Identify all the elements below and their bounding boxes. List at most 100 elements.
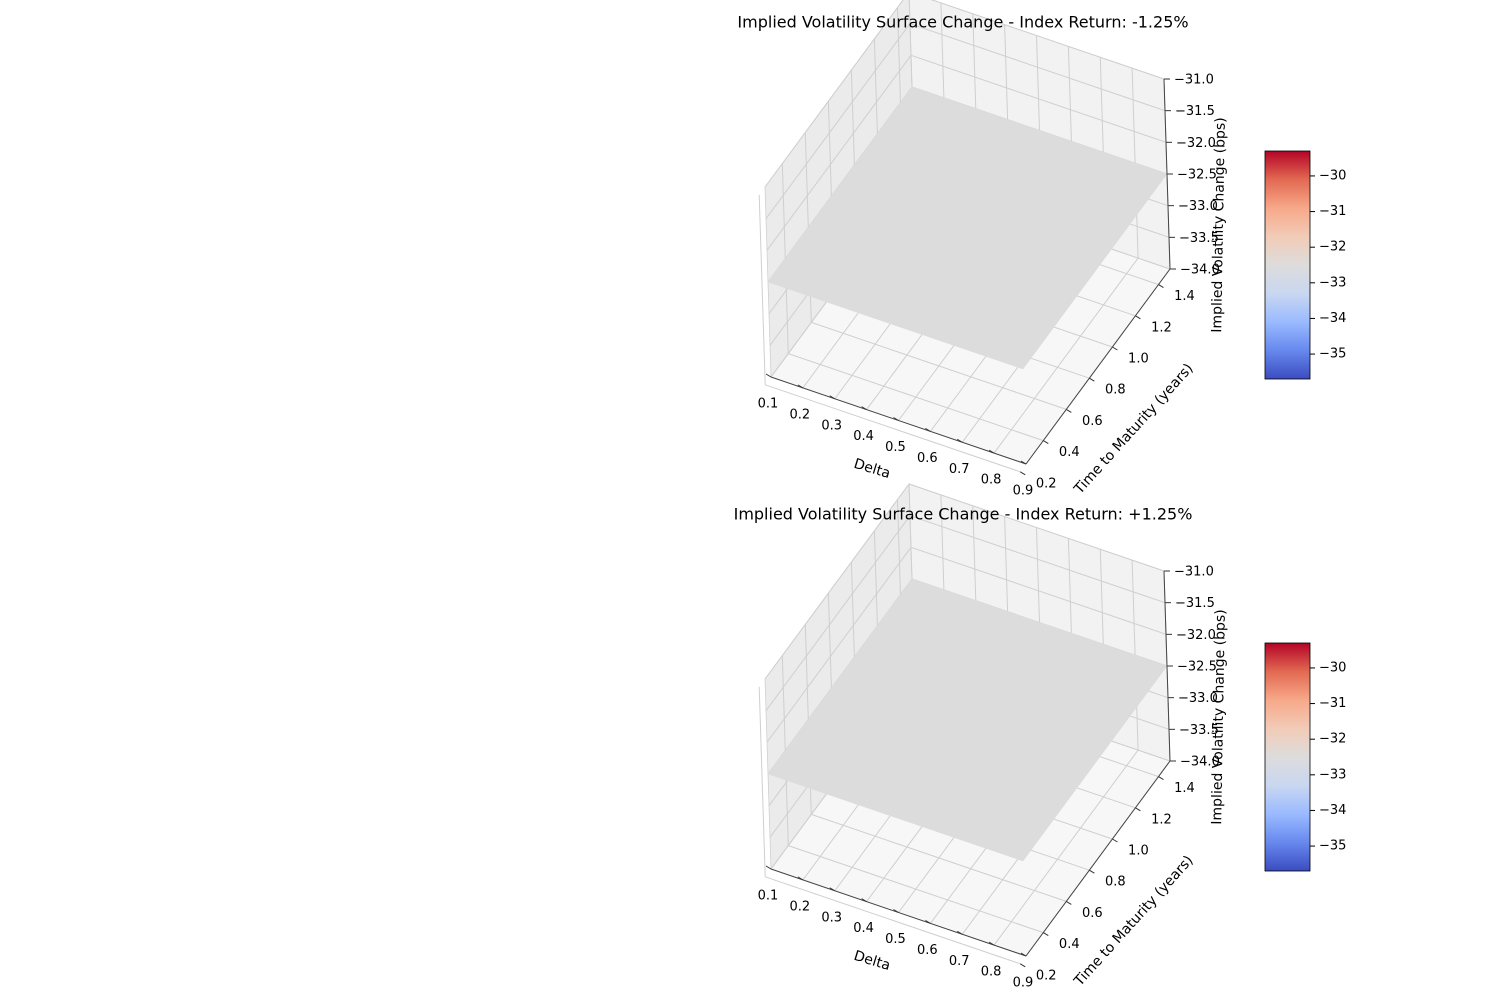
- y-tick-label: 1.0: [1128, 844, 1149, 859]
- colorbar-tick-label: −30: [1319, 660, 1346, 675]
- surface-chart-2: 0.10.20.30.40.50.60.70.80.9 0.20.40.60.81…: [734, 482, 1346, 991]
- colorbar-tick-label: −32: [1319, 240, 1346, 255]
- colorbar-tick-label: −31: [1319, 204, 1346, 219]
- y-tick: [1066, 408, 1072, 413]
- x-tick: [1020, 460, 1027, 465]
- y-tick-label: 0.6: [1082, 414, 1103, 429]
- x-tick-label: 0.2: [790, 407, 811, 422]
- z-gridline: [764, 0, 1165, 188]
- y-tick-label: 1.2: [1151, 320, 1172, 335]
- y-axis-line: [1025, 268, 1171, 465]
- x-tick-label: 0.7: [949, 462, 970, 477]
- z-tick-label: −33.0: [1178, 691, 1218, 706]
- z-tick-label: −33.5: [1179, 231, 1219, 246]
- y-tick-label: 0.6: [1082, 906, 1103, 921]
- y-tick-label: 0.4: [1059, 937, 1080, 952]
- y-tick: [1158, 284, 1164, 289]
- x-tick: [829, 395, 836, 400]
- y-tick-label: 1.0: [1128, 352, 1149, 367]
- y-tick-label: 1.2: [1151, 812, 1172, 827]
- colorbar-tick-label: −35: [1319, 839, 1346, 854]
- x-tick-label: 0.4: [853, 429, 874, 444]
- z-tick-label: −33.5: [1179, 723, 1219, 738]
- x-tick: [988, 941, 995, 946]
- x-tick-label: 0.9: [1013, 976, 1034, 991]
- y-gridline: [758, 194, 1021, 473]
- x-tick: [861, 898, 867, 903]
- x-tick: [861, 406, 867, 411]
- y-tick: [1112, 838, 1118, 843]
- y-tick: [1043, 440, 1049, 445]
- z-gridline: [765, 515, 1166, 711]
- x-tick: [797, 876, 804, 881]
- x-tick: [925, 427, 931, 432]
- z-tick-label: −32.5: [1177, 168, 1217, 183]
- y-tick-label: 0.4: [1059, 445, 1080, 460]
- y-tick-label: 1.4: [1174, 781, 1195, 796]
- x-axis-label: Delta: [852, 948, 892, 974]
- colorbar-tick-label: −32: [1319, 732, 1346, 747]
- x-axis-label: Delta: [852, 456, 892, 482]
- colorbar-tick-label: −34: [1319, 803, 1346, 818]
- z-gridline: [764, 483, 1165, 680]
- y-tick: [1135, 807, 1141, 812]
- colorbar-tick-label: −34: [1319, 311, 1346, 326]
- x-tick-label: 0.2: [790, 899, 811, 914]
- x-tick: [925, 919, 931, 924]
- y-tick-label: 1.4: [1174, 289, 1195, 304]
- x-tick-label: 0.6: [917, 943, 938, 958]
- x-tick: [893, 909, 899, 913]
- x-tick-label: 0.7: [949, 954, 970, 969]
- x-tick-label: 0.9: [1013, 484, 1034, 499]
- x-tick-label: 0.4: [853, 921, 874, 936]
- colorbar-tick-label: −30: [1319, 168, 1346, 183]
- chart-title: Implied Volatility Surface Change - Inde…: [734, 505, 1193, 524]
- z-tick-label: −34.0: [1180, 755, 1220, 770]
- y-tick-label: 0.8: [1105, 383, 1126, 398]
- y-tick: [1089, 869, 1095, 874]
- z-axis-label: Implied Volatility Change (bps): [1209, 609, 1229, 825]
- x-tick-label: 0.1: [758, 889, 779, 904]
- y-tick: [1112, 346, 1118, 351]
- z-tick-label: −34.0: [1180, 263, 1220, 278]
- colorbar: [1264, 642, 1311, 872]
- z-tick-label: −31.5: [1175, 596, 1215, 611]
- colorbar-tick-label: −35: [1319, 347, 1346, 362]
- colorbar: [1264, 150, 1311, 380]
- colorbar-tick-label: −33: [1319, 767, 1346, 782]
- z-tick-label: −32.0: [1176, 628, 1216, 643]
- x-tick: [988, 449, 995, 454]
- x-tick: [765, 865, 772, 870]
- x-tick-label: 0.6: [917, 451, 938, 466]
- z-tick-label: −31.0: [1174, 565, 1214, 580]
- colorbar-tick-label: −33: [1319, 275, 1346, 290]
- y-tick-label: 0.2: [1036, 476, 1057, 491]
- z-gridline: [765, 23, 1166, 219]
- x-tick-label: 0.8: [981, 965, 1002, 980]
- y-axis-label: Time to Maturity (years): [1071, 361, 1197, 498]
- z-tick-label: −32.0: [1176, 136, 1216, 151]
- z-gridline: [766, 546, 1167, 743]
- z-tick-label: −33.0: [1178, 199, 1218, 214]
- y-tick: [1019, 471, 1026, 476]
- y-tick: [1089, 377, 1095, 382]
- z-axis-label: Implied Volatility Change (bps): [1209, 117, 1229, 333]
- x-tick-label: 0.3: [821, 910, 842, 925]
- x-tick: [829, 887, 836, 892]
- z-gridline: [766, 54, 1167, 251]
- surface-chart-1: 0.10.20.30.40.50.60.70.80.9 0.20.40.60.81…: [737, 0, 1346, 499]
- y-tick: [1019, 963, 1026, 968]
- y-tick: [1043, 932, 1049, 937]
- x-tick: [956, 930, 963, 935]
- x-tick-label: 0.1: [758, 397, 779, 412]
- y-axis-line: [1025, 760, 1171, 957]
- y-tick-label: 0.2: [1036, 968, 1057, 983]
- y-tick-label: 0.8: [1105, 875, 1126, 890]
- chart-title: Implied Volatility Surface Change - Inde…: [737, 13, 1188, 32]
- y-tick: [1066, 900, 1072, 905]
- z-tick-label: −31.5: [1175, 104, 1215, 119]
- y-tick: [1158, 776, 1164, 781]
- x-tick: [893, 417, 899, 421]
- z-tick-label: −32.5: [1177, 660, 1217, 675]
